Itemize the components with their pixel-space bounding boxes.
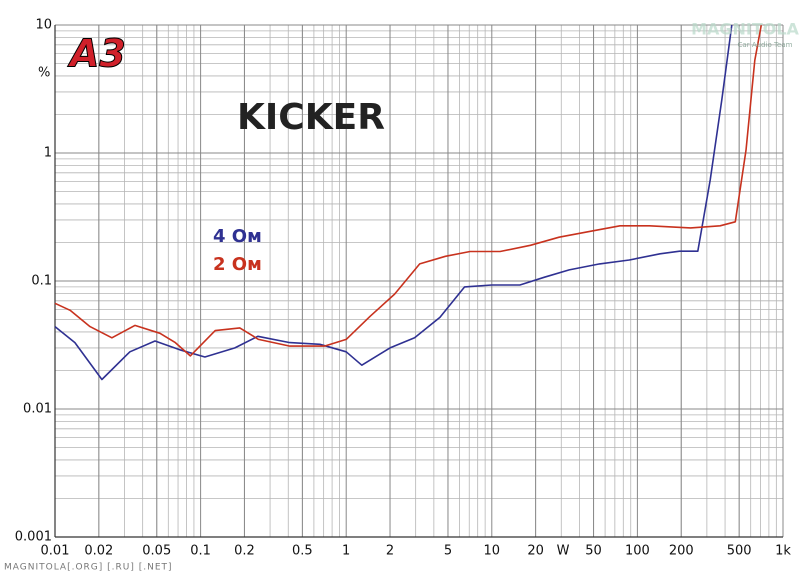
x-tick-label: 0.02 — [84, 544, 113, 559]
x-tick-label: 100 — [625, 544, 650, 559]
y-tick-label: 1 — [44, 146, 52, 161]
x-tick-label: 2 — [386, 544, 394, 559]
x-tick-label: 20 — [527, 544, 544, 559]
chart-title: KICKER — [237, 97, 385, 138]
x-unit: W — [557, 544, 570, 559]
y-unit: % — [38, 66, 50, 81]
y-tick-label: 0.01 — [23, 402, 52, 417]
watermark-top: MAGNITOLA — [691, 20, 799, 39]
x-tick-label: 1 — [342, 544, 350, 559]
legend-label: 4 Ом — [213, 226, 262, 247]
x-tick-label: 10 — [484, 544, 501, 559]
y-tick-label: 0.001 — [15, 530, 52, 545]
x-tick-label: 1k — [775, 544, 791, 559]
x-tick-label: 0.5 — [292, 544, 313, 559]
x-tick-label: 5 — [444, 544, 452, 559]
x-tick-label: 200 — [669, 544, 694, 559]
watermark-top-sub: Car Audio Team — [738, 41, 793, 49]
x-tick-label: 500 — [727, 544, 752, 559]
data-line — [54, 24, 763, 357]
y-tick-label: 10 — [35, 18, 52, 33]
x-tick-label: 0.1 — [190, 544, 211, 559]
x-tick-label: 0.05 — [142, 544, 171, 559]
y-tick-label: 0.1 — [31, 274, 52, 289]
grid — [54, 24, 784, 538]
x-tick-label: 50 — [585, 544, 602, 559]
legend-label: 2 Ом — [213, 254, 262, 275]
data-line — [54, 24, 733, 381]
logo: A3 — [67, 32, 126, 76]
plot — [54, 24, 763, 381]
x-tick-label: 0.2 — [234, 544, 255, 559]
legend: 4 Ом 2 Ом — [213, 226, 262, 275]
x-tick-label: 0.01 — [41, 544, 70, 559]
watermark: MAGNITOLA[.ORG] [.RU] [.NET] — [4, 563, 173, 573]
